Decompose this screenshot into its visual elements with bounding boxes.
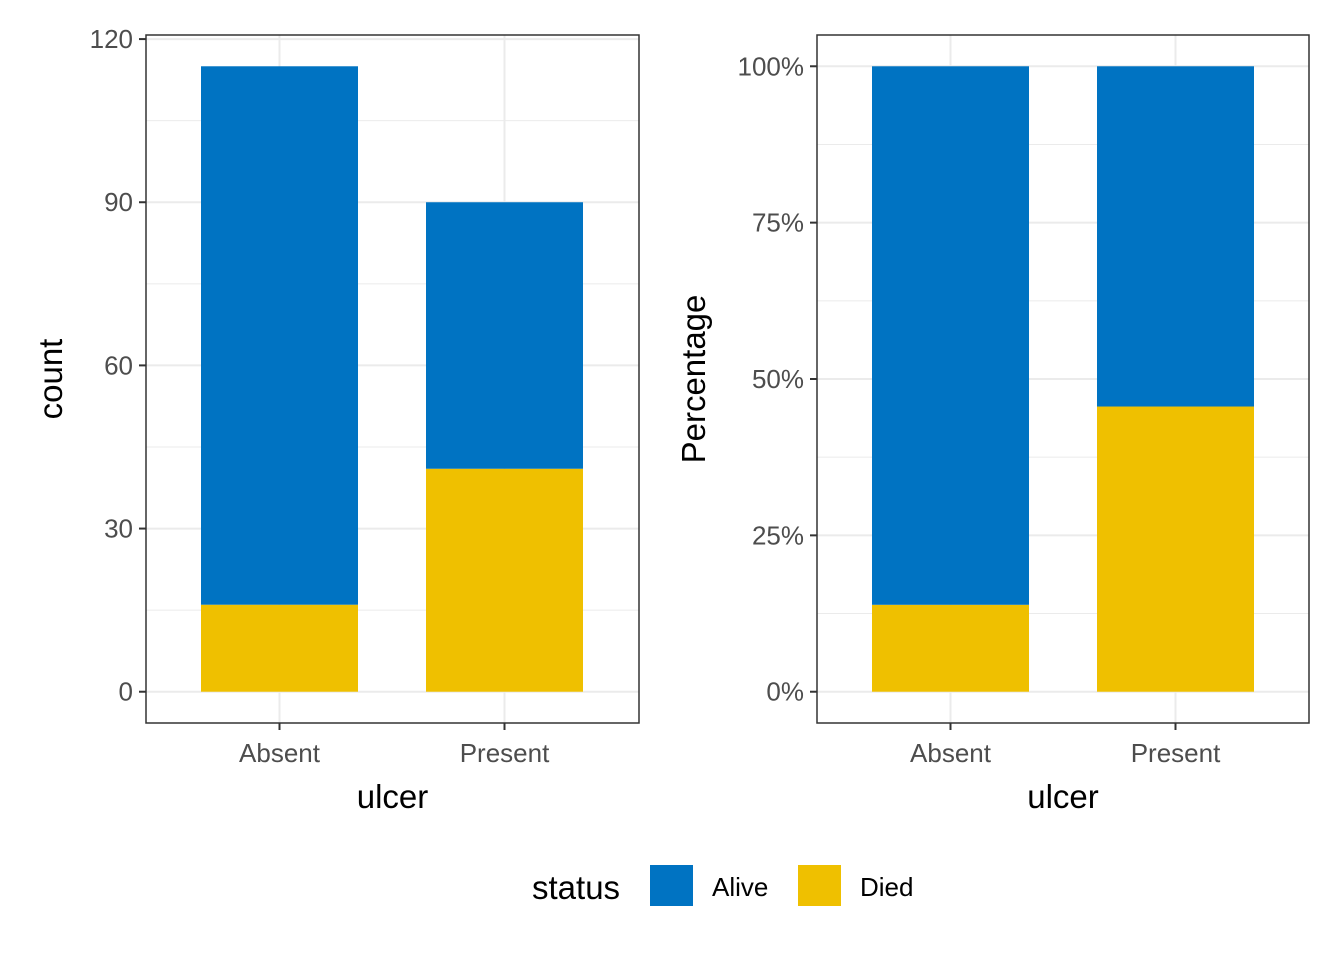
x-tick-label: Present [1131,738,1221,768]
y-tick-label: 100% [738,51,805,81]
bar-died-absent [872,604,1029,692]
y-tick-label: 30 [104,514,133,544]
bar-alive-present [426,202,583,469]
bar-died-absent [201,604,358,692]
y-tick-label: 60 [104,350,133,380]
bar-alive-absent [201,66,358,605]
legend-key-alive [650,865,693,906]
legend-label-alive: Alive [712,872,768,902]
y-tick-label: 75% [752,208,804,238]
x-tick-label: Absent [910,738,992,768]
y-tick-label: 0% [766,677,804,707]
x-axis-title: ulcer [1027,778,1099,815]
legend-label-died: Died [860,872,913,902]
y-axis-title: Percentage [675,295,712,464]
y-tick-label: 25% [752,520,804,550]
bar-died-present [426,468,583,692]
x-axis-title: ulcer [357,778,429,815]
count-panel: 0 30 60 90 120 Absent Present ulcer count [32,24,640,815]
legend-title: status [532,869,620,906]
legend: status Alive Died [532,865,913,906]
y-tick-label: 90 [104,187,133,217]
legend-key-died [798,865,841,906]
bar-alive-present [1097,66,1254,407]
bar-alive-absent [872,66,1029,605]
y-tick-label: 0 [119,677,133,707]
panel-border [145,34,640,724]
bar-died-present [1097,406,1254,692]
percentage-panel: 0% 25% 50% 75% 100% Absent Present ulcer Percent… [675,34,1310,815]
y-axis-title: count [32,339,69,420]
y-tick-label: 120 [90,24,133,54]
x-tick-label: Absent [239,738,321,768]
x-tick-label: Present [460,738,550,768]
y-tick-label: 50% [752,364,804,394]
